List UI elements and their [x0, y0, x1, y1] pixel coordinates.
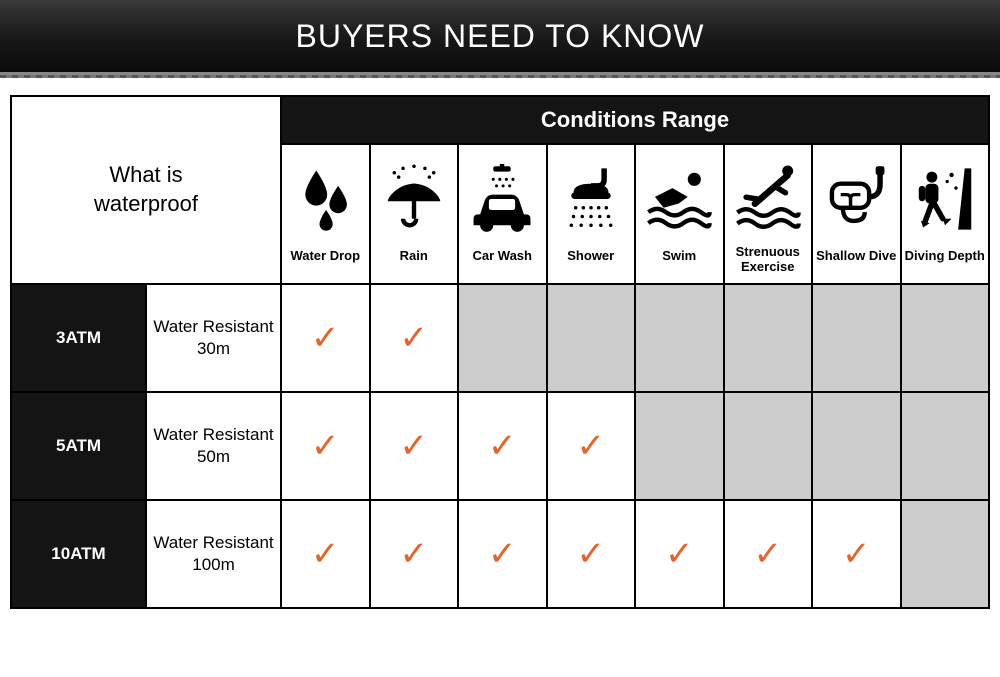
value-cell: [635, 284, 724, 392]
rain-icon: [373, 155, 456, 243]
check-icon: ✓: [311, 427, 340, 465]
check-icon: ✓: [754, 535, 783, 573]
waterproof-table: What is waterproof Conditions Range Wate…: [10, 95, 990, 609]
value-cell: [635, 392, 724, 500]
car-wash-icon: [461, 155, 544, 243]
column-header-strenuous: Strenuous Exercise: [724, 144, 813, 284]
description-cell: Water Resistant 50m: [146, 392, 281, 500]
value-cell: ✓: [724, 500, 813, 608]
swim-icon: [638, 155, 721, 243]
description-cell: Water Resistant 30m: [146, 284, 281, 392]
shallow-dive-icon: [815, 155, 898, 243]
value-cell: ✓: [281, 500, 370, 608]
shower-icon: [550, 155, 633, 243]
check-icon: ✓: [400, 535, 429, 573]
check-icon: ✓: [400, 319, 429, 357]
column-header-rain: Rain: [370, 144, 459, 284]
value-cell: [901, 392, 990, 500]
value-cell: [812, 392, 901, 500]
value-cell: [458, 284, 547, 392]
check-icon: ✓: [488, 535, 517, 573]
column-header-water_drop: Water Drop: [281, 144, 370, 284]
check-icon: ✓: [311, 319, 340, 357]
value-cell: ✓: [635, 500, 724, 608]
description-cell: Water Resistant 100m: [146, 500, 281, 608]
value-cell: [901, 284, 990, 392]
table-row: 10ATMWater Resistant 100m ✓ ✓ ✓ ✓ ✓ ✓ ✓: [11, 500, 989, 608]
water-drop-icon: [284, 155, 367, 243]
value-cell: ✓: [370, 392, 459, 500]
value-cell: ✓: [281, 284, 370, 392]
check-icon: ✓: [665, 535, 694, 573]
corner-label: What is waterproof: [94, 162, 198, 216]
value-cell: [724, 284, 813, 392]
value-cell: [547, 284, 636, 392]
column-header-swim: Swim: [635, 144, 724, 284]
table-container: What is waterproof Conditions Range Wate…: [0, 75, 1000, 619]
value-cell: [724, 392, 813, 500]
check-icon: ✓: [400, 427, 429, 465]
column-label: Water Drop: [284, 243, 367, 275]
diving-depth-icon: [904, 155, 987, 243]
column-header-shower: Shower: [547, 144, 636, 284]
value-cell: ✓: [458, 500, 547, 608]
check-icon: ✓: [311, 535, 340, 573]
value-cell: ✓: [281, 392, 370, 500]
table-row: 5ATMWater Resistant 50m ✓ ✓ ✓ ✓: [11, 392, 989, 500]
column-label: Car Wash: [461, 243, 544, 275]
column-label: Diving Depth: [904, 243, 987, 275]
table-header-row-1: What is waterproof Conditions Range: [11, 96, 989, 144]
strenuous-icon: [727, 151, 810, 239]
column-label: Rain: [373, 243, 456, 275]
banner-title: BUYERS NEED TO KNOW: [296, 18, 705, 55]
value-cell: ✓: [547, 500, 636, 608]
column-header-shallow_dive: Shallow Dive: [812, 144, 901, 284]
value-cell: ✓: [370, 284, 459, 392]
column-header-diving_depth: Diving Depth: [901, 144, 990, 284]
header-banner: BUYERS NEED TO KNOW: [0, 0, 1000, 75]
atm-cell: 10ATM: [11, 500, 146, 608]
value-cell: [812, 284, 901, 392]
column-header-car_wash: Car Wash: [458, 144, 547, 284]
corner-header: What is waterproof: [11, 96, 281, 284]
value-cell: [901, 500, 990, 608]
table-row: 3ATMWater Resistant 30m ✓ ✓: [11, 284, 989, 392]
value-cell: ✓: [458, 392, 547, 500]
conditions-header: Conditions Range: [281, 96, 989, 144]
column-label: Swim: [638, 243, 721, 275]
check-icon: ✓: [577, 535, 606, 573]
check-icon: ✓: [577, 427, 606, 465]
check-icon: ✓: [842, 535, 871, 573]
column-label: Shower: [550, 243, 633, 275]
column-label: Shallow Dive: [815, 243, 898, 275]
conditions-header-label: Conditions Range: [541, 107, 729, 132]
value-cell: ✓: [812, 500, 901, 608]
value-cell: ✓: [370, 500, 459, 608]
column-label: Strenuous Exercise: [727, 239, 810, 275]
value-cell: ✓: [547, 392, 636, 500]
atm-cell: 3ATM: [11, 284, 146, 392]
atm-cell: 5ATM: [11, 392, 146, 500]
check-icon: ✓: [488, 427, 517, 465]
